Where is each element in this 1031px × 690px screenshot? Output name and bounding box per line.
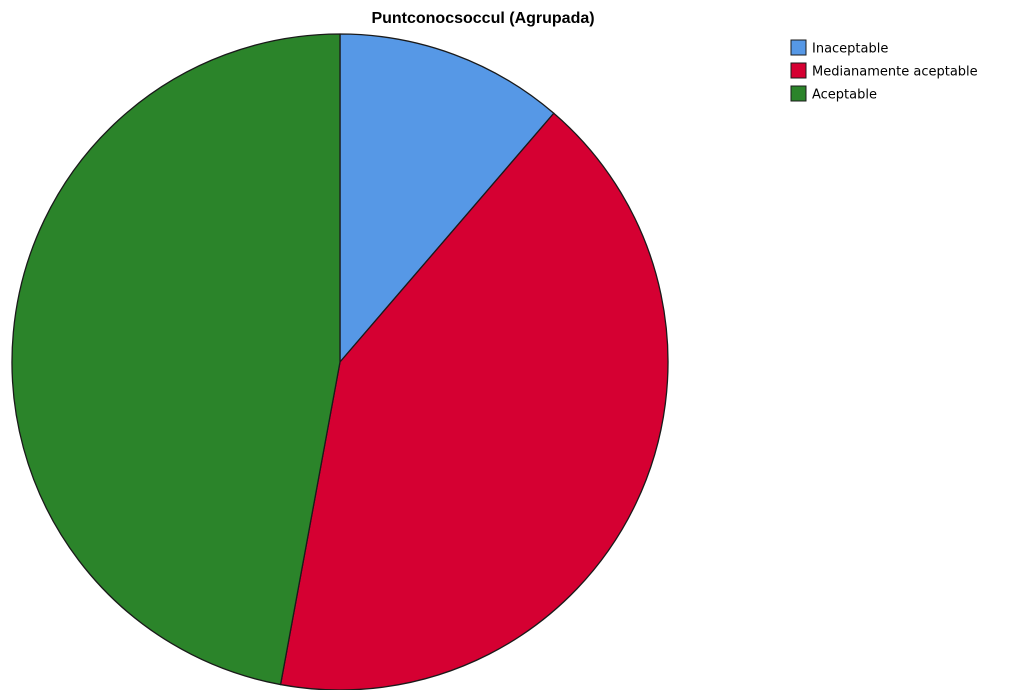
legend-swatch-medianamente-aceptable	[790, 62, 807, 79]
pie-slice-medianamente-aceptable	[279, 112, 669, 690]
legend-label-aceptable: Aceptable	[812, 88, 877, 103]
legend-label-inaceptable: Inaceptable	[812, 42, 888, 57]
pie-slice-inaceptable	[339, 33, 555, 363]
legend-label-medianamente-aceptable: Medianamente aceptable	[812, 65, 978, 80]
legend-item-aceptable: Aceptable	[790, 85, 877, 103]
legend: Inaceptable Medianamente aceptable Aceptab…	[790, 39, 978, 103]
chart-title: Puntconocsoccul (Agrupada)	[371, 10, 594, 27]
legend-item-inaceptable: Inaceptable	[790, 39, 888, 57]
pie-slices	[11, 33, 669, 690]
legend-swatch-inaceptable	[790, 39, 807, 56]
legend-swatch-aceptable	[790, 85, 807, 102]
legend-item-medianamente-aceptable: Medianamente aceptable	[790, 62, 978, 80]
pie-slice-aceptable	[11, 33, 341, 686]
